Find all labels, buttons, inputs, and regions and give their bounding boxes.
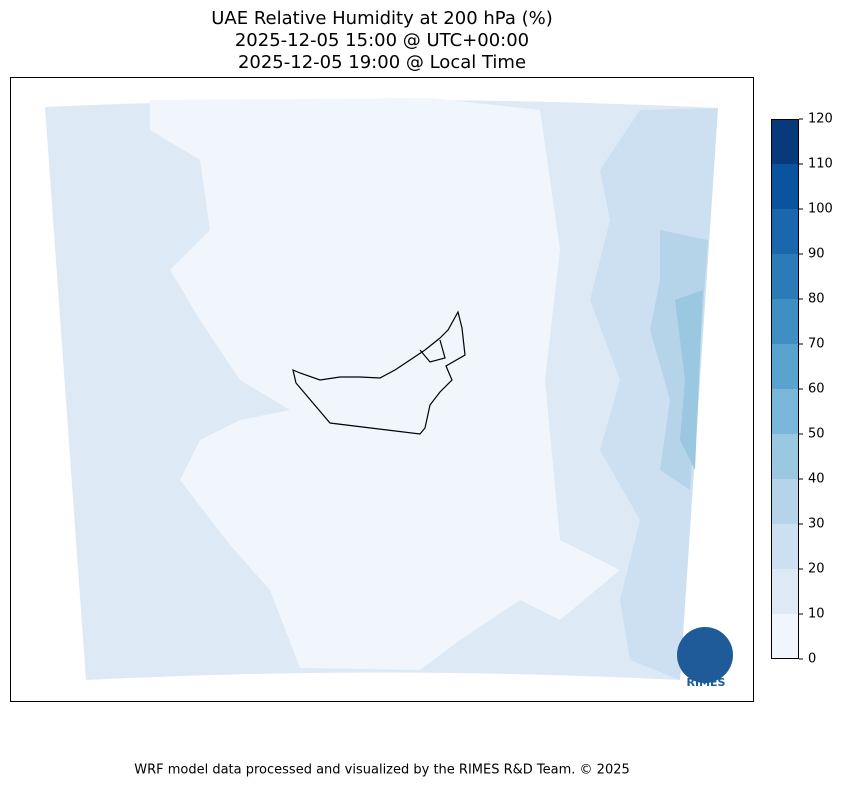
colorbar-bin bbox=[771, 569, 799, 614]
tick-label: 20 bbox=[808, 562, 825, 577]
tick-label: 30 bbox=[808, 517, 825, 532]
colorbar-bin bbox=[771, 389, 799, 434]
tick-label: 120 bbox=[808, 112, 833, 127]
tick-label: 50 bbox=[808, 427, 825, 442]
tick-label: 90 bbox=[808, 247, 825, 262]
title-line: UAE Relative Humidity at 200 hPa (%) bbox=[211, 8, 552, 29]
colorbar-bin bbox=[771, 164, 799, 209]
colorbar-bin bbox=[771, 254, 799, 299]
logo-emblem bbox=[677, 627, 733, 683]
field-higher bbox=[675, 290, 703, 470]
footer: WRF model data processed and visualized … bbox=[134, 763, 630, 778]
colorbar: 0 10 20 30 40 50 60 70 80 90 100 110 120 bbox=[771, 112, 833, 667]
tick-label: 60 bbox=[808, 382, 825, 397]
colorbar-bin bbox=[771, 479, 799, 524]
title-line: 2025-12-05 19:00 @ Local Time bbox=[238, 52, 526, 73]
colorbar-bin bbox=[771, 434, 799, 479]
tick-label: 70 bbox=[808, 337, 825, 352]
map: RIMES bbox=[10, 77, 754, 702]
colorbar-bin bbox=[771, 344, 799, 389]
tick-label: 0 bbox=[808, 652, 816, 667]
tick-label: 80 bbox=[808, 292, 825, 307]
tick-label: 10 bbox=[808, 607, 825, 622]
uae-outline bbox=[292, 310, 466, 435]
colorbar-bin bbox=[771, 209, 799, 254]
tick-label: 100 bbox=[808, 202, 833, 217]
title-line: 2025-12-05 15:00 @ UTC+00:00 bbox=[235, 30, 529, 51]
colorbar-bin bbox=[771, 524, 799, 569]
colorbar-bin bbox=[771, 614, 799, 659]
colorbar-bin bbox=[771, 119, 799, 164]
colorbar-bin bbox=[771, 299, 799, 344]
tick-label: 40 bbox=[808, 472, 825, 487]
logo-text: RIMES bbox=[687, 676, 726, 689]
tick-label: 110 bbox=[808, 157, 833, 172]
field-low bbox=[150, 98, 620, 670]
colorbar-frame bbox=[771, 119, 799, 659]
